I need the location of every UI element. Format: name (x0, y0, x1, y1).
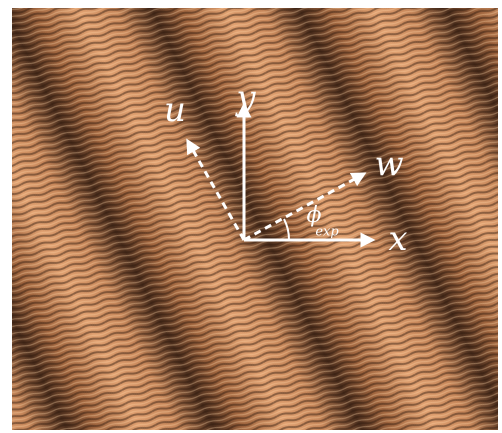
u-label: u (164, 90, 186, 130)
phi-subscript: exp (315, 225, 339, 240)
y-label: y (234, 78, 256, 118)
x-label: x (388, 219, 407, 259)
w-label: w (374, 144, 403, 184)
figure: u y w x ϕ exp (0, 0, 502, 433)
micrograph (12, 8, 498, 430)
